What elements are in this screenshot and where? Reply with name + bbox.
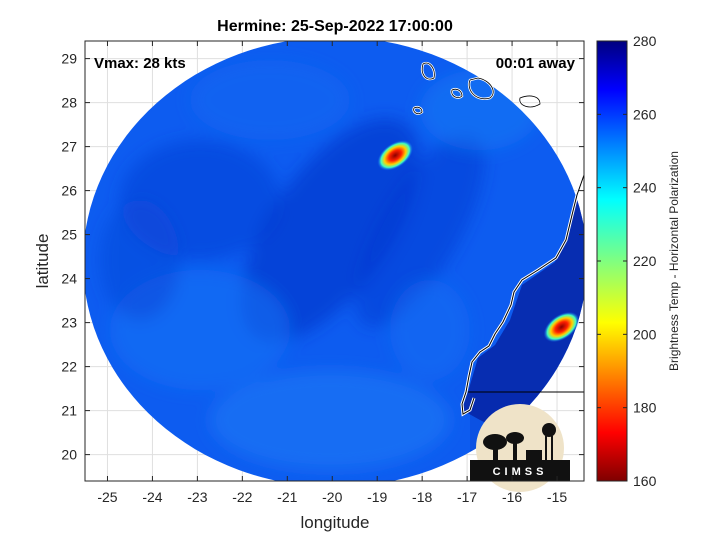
x-tick-label: -16 bbox=[502, 489, 522, 505]
vmax-annotation: Vmax: 28 kts bbox=[94, 55, 186, 72]
x-tick-label: -22 bbox=[232, 489, 252, 505]
y-axis: 20 21 22 23 24 25 26 27 28 29 bbox=[61, 51, 584, 463]
x-tick-label: -15 bbox=[547, 489, 567, 505]
y-tick-label: 22 bbox=[61, 359, 77, 375]
x-tick-label: -19 bbox=[367, 489, 387, 505]
colorbar-label: Brightness Temp - Horizontal Polarizatio… bbox=[667, 151, 681, 371]
chart-title: Hermine: 25-Sep-2022 17:00:00 bbox=[217, 18, 453, 35]
colorbar-tick-label: 240 bbox=[633, 180, 657, 196]
x-tick-label: -23 bbox=[187, 489, 207, 505]
colorbar-tick-label: 220 bbox=[633, 253, 657, 269]
x-tick-label: -20 bbox=[322, 489, 342, 505]
logo-text: CIMSS bbox=[493, 466, 548, 478]
colorbar-tick-label: 280 bbox=[633, 33, 657, 49]
cimss-logo: CIMSS bbox=[470, 404, 570, 492]
y-axis-label: latitude bbox=[33, 234, 52, 289]
y-tick-label: 26 bbox=[61, 183, 77, 199]
x-axis: -25 -24 -23 -22 -21 -20 -19 -18 -17 -16 -15 bbox=[97, 41, 567, 505]
axes-frame bbox=[84, 40, 585, 482]
colorbar-tick-label: 260 bbox=[633, 106, 657, 122]
y-tick-label: 27 bbox=[61, 139, 77, 155]
x-tick-label: -25 bbox=[97, 489, 117, 505]
y-tick-label: 29 bbox=[61, 51, 77, 67]
x-axis-label: longitude bbox=[300, 513, 369, 532]
colorbar-tick-label: 200 bbox=[633, 326, 657, 342]
colorbar-tick-label: 180 bbox=[633, 400, 657, 416]
cold-spot bbox=[543, 311, 580, 343]
y-tick-label: 23 bbox=[61, 315, 77, 331]
x-tick-label: -21 bbox=[277, 489, 297, 505]
x-tick-label: -24 bbox=[142, 489, 162, 505]
y-tick-label: 28 bbox=[61, 95, 77, 111]
cold-spot bbox=[377, 140, 413, 171]
colorbar: 160 180 200 220 240 260 280 Brightness Temp - … bbox=[596, 33, 681, 489]
x-tick-label: -18 bbox=[412, 489, 432, 505]
colorbar-tick-label: 160 bbox=[633, 473, 657, 489]
y-tick-label: 20 bbox=[61, 447, 77, 463]
y-tick-label: 21 bbox=[61, 403, 77, 419]
y-tick-label: 25 bbox=[61, 227, 77, 243]
colorbar-gradient bbox=[596, 40, 628, 482]
x-tick-label: -17 bbox=[457, 489, 477, 505]
cold-spots bbox=[377, 140, 580, 343]
y-tick-label: 24 bbox=[61, 271, 77, 287]
swath bbox=[85, 41, 584, 481]
time-away-annotation: 00:01 away bbox=[496, 55, 576, 72]
